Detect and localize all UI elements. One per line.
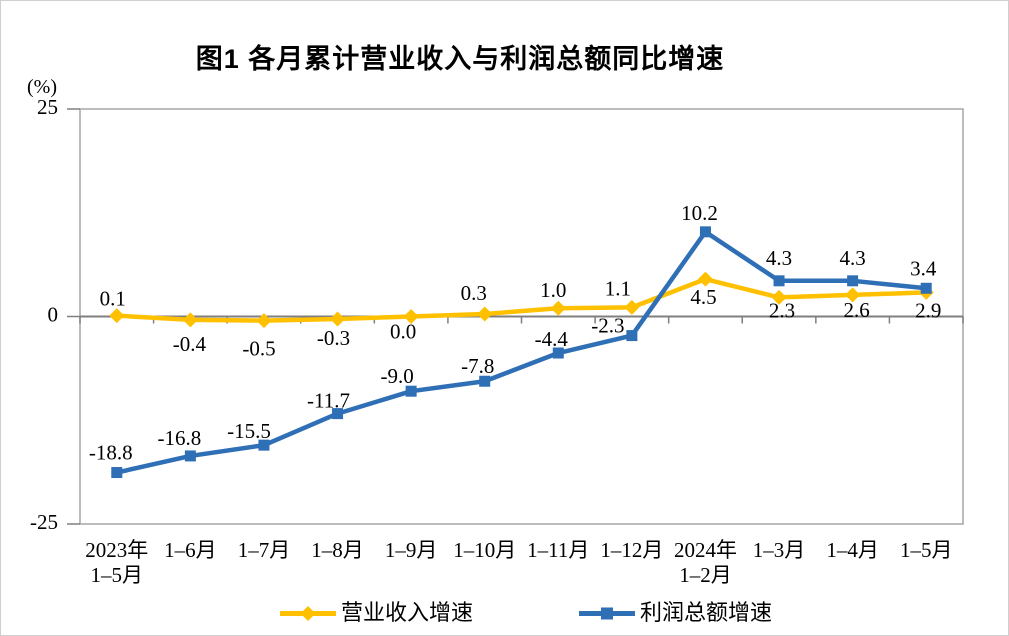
- profit-marker-square: [258, 439, 270, 451]
- profit-marker-square: [111, 467, 123, 479]
- x-tick-label: 1–12月: [600, 538, 663, 562]
- revenue-line: [114, 276, 929, 323]
- profit-data-label: 3.4: [910, 256, 937, 280]
- legend-item-profit: 利润总额增速: [578, 601, 772, 625]
- y-tick-label: 0: [48, 303, 59, 327]
- revenue-series-swatch-icon: [280, 606, 336, 621]
- revenue-marker-diamond: [477, 306, 493, 322]
- x-tick-label: 1–3月: [753, 538, 806, 562]
- profit-series-swatch-icon: [579, 607, 635, 620]
- profit-data-label: -7.8: [461, 354, 494, 378]
- revenue-data-label: -0.5: [242, 337, 275, 361]
- profit-marker-square: [479, 375, 491, 387]
- revenue-marker-diamond: [109, 308, 125, 324]
- legend-item-revenue: 营业收入增速: [279, 601, 473, 625]
- profit-marker-square: [332, 408, 344, 420]
- x-tick-label: 2023年 1–5月: [85, 538, 148, 587]
- revenue-data-label: 0.1: [100, 287, 126, 311]
- chart-title: 图1 各月累计营业收入与利润总额同比增速: [195, 44, 725, 74]
- x-tick-label: 2024年 1–2月: [674, 538, 737, 587]
- profit-data-label: -18.8: [89, 441, 133, 465]
- x-tick-label: 1–6月: [164, 538, 217, 562]
- profit-line: [114, 229, 929, 475]
- profit-data-label: -15.5: [227, 419, 271, 443]
- profit-marker-square: [405, 385, 417, 397]
- profit-marker-square: [773, 275, 785, 287]
- profit-data-label: 10.2: [681, 201, 718, 225]
- revenue-marker-diamond: [624, 299, 640, 315]
- profit-marker-square: [626, 330, 638, 342]
- profit-data-label: -16.8: [158, 426, 202, 450]
- profit-data-label: 4.3: [840, 246, 866, 270]
- profit-marker-square: [552, 347, 564, 359]
- legend-label-profit: 利润总额增速: [640, 600, 773, 625]
- revenue-marker-diamond: [771, 289, 787, 305]
- revenue-data-label: 1.1: [605, 276, 631, 300]
- revenue-data-label: -0.4: [173, 332, 207, 356]
- revenue-data-label: 1.0: [540, 278, 566, 302]
- revenue-marker-diamond: [330, 311, 346, 327]
- revenue-marker-diamond: [403, 309, 419, 324]
- revenue-data-label: -0.3: [317, 326, 350, 350]
- y-tick-label: -25: [30, 510, 58, 534]
- x-tick-label: 1–11月: [527, 538, 589, 562]
- x-tick-label: 1–9月: [385, 538, 438, 562]
- profit-data-label: -2.3: [591, 314, 624, 338]
- y-axis-unit-label: (%): [27, 76, 57, 98]
- revenue-marker-diamond: [550, 300, 566, 316]
- legend-label-revenue: 营业收入增速: [341, 600, 474, 625]
- y-tick-label: 25: [37, 95, 58, 119]
- revenue-marker-diamond: [256, 313, 272, 329]
- x-tick-label: 1–7月: [238, 538, 291, 562]
- x-tick-label: 1–4月: [826, 538, 879, 562]
- revenue-marker-diamond: [697, 271, 713, 287]
- profit-data-label: -11.7: [307, 389, 350, 413]
- revenue-data-label: 2.3: [769, 298, 795, 322]
- revenue-data-label: 2.6: [844, 298, 870, 322]
- revenue-marker-diamond: [182, 312, 198, 328]
- profit-marker-square: [699, 226, 711, 238]
- legend-diamond-marker-icon: [300, 606, 316, 621]
- revenue-data-label: 4.5: [690, 285, 716, 309]
- profit-data-label: -9.0: [381, 364, 414, 388]
- profit-marker-square: [847, 275, 859, 287]
- revenue-marker-diamond: [845, 287, 861, 303]
- revenue-data-label: 2.9: [915, 298, 941, 322]
- profit-data-label: 4.3: [766, 246, 792, 270]
- revenue-data-label: 0.0: [390, 320, 416, 344]
- revenue-data-label: 0.3: [461, 281, 487, 305]
- profit-data-label: -4.4: [535, 327, 569, 351]
- x-tick-label: 1–5月: [900, 538, 953, 562]
- x-tick-label: 1–10月: [453, 538, 516, 562]
- profit-marker-square: [920, 282, 932, 294]
- x-tick-label: 1–8月: [311, 538, 364, 562]
- profit-marker-square: [184, 450, 196, 462]
- legend-square-marker-icon: [601, 607, 613, 620]
